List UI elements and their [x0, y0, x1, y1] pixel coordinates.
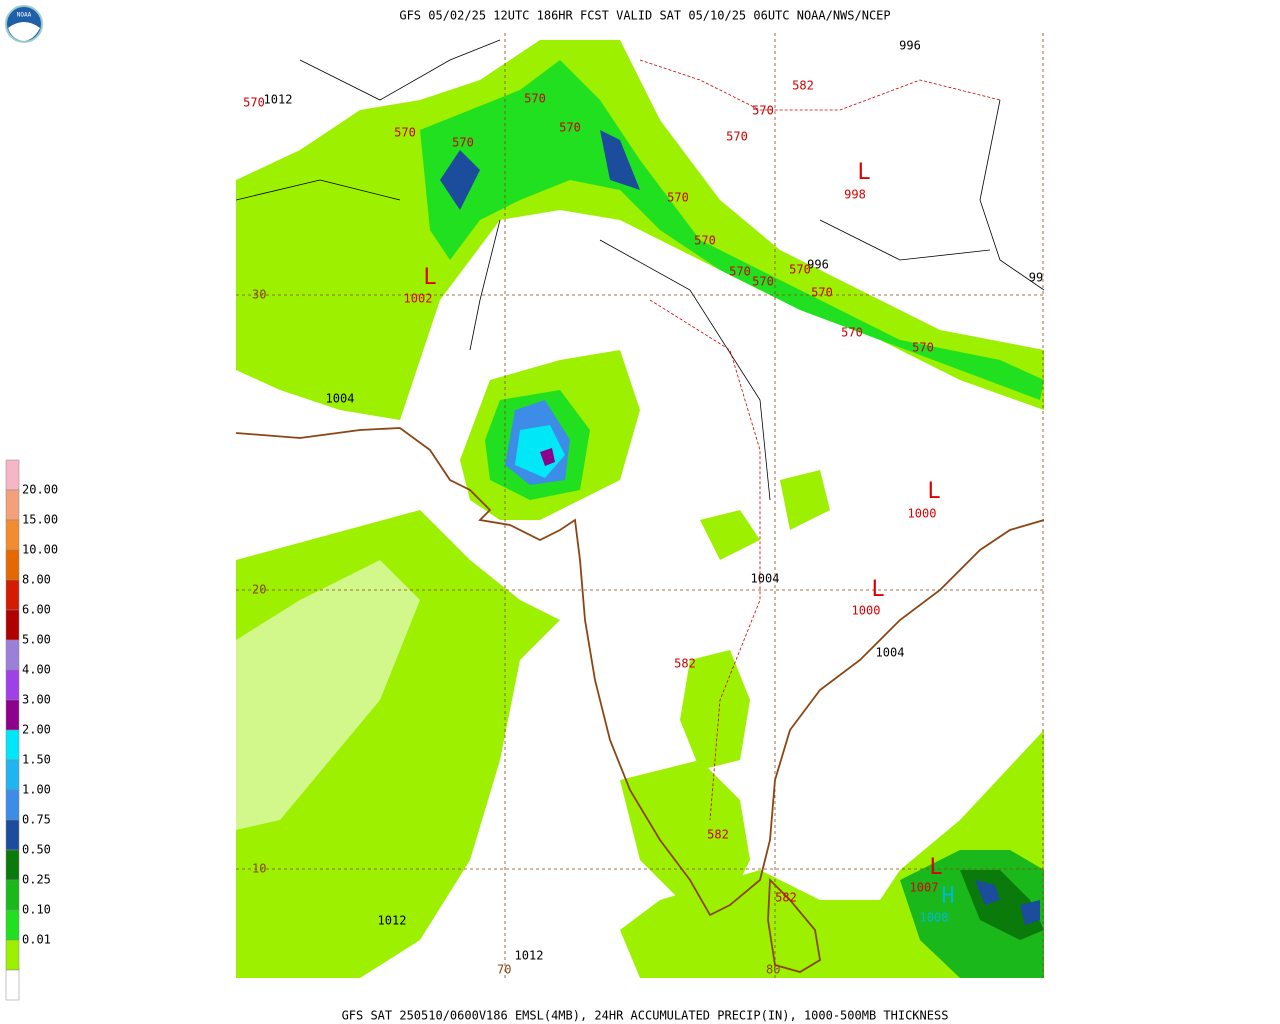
high-center-symbol: H — [941, 884, 954, 909]
legend-swatch — [5, 879, 20, 911]
legend-label: 4.00 — [22, 663, 51, 677]
thickness-label: 570 — [667, 191, 689, 205]
thickness-label: 582 — [775, 891, 797, 905]
thickness-label: 570 — [841, 326, 863, 340]
latitude-label: 20 — [252, 583, 266, 597]
pressure-label: 1012 — [264, 93, 293, 107]
legend-label: 6.00 — [22, 603, 51, 617]
legend-label: 0.25 — [22, 873, 51, 887]
sri-lanka-coast — [767, 877, 821, 973]
legend-swatch — [5, 789, 20, 821]
low-center-pressure: 1000 — [852, 604, 881, 618]
legend-swatch — [5, 729, 20, 761]
latitude-label: 10 — [252, 862, 266, 876]
thickness-label: 570 — [729, 265, 751, 279]
thickness-label: 582 — [707, 828, 729, 842]
thickness-label: 570 — [452, 136, 474, 150]
map-frame — [236, 33, 1044, 978]
map-labels: 30 20 10 70 80 1012 996 996 99 1004 1004 1004 1012 10… — [243, 39, 1043, 977]
pressure-label: 1004 — [751, 572, 780, 586]
pressure-label: 1004 — [326, 392, 355, 406]
low-center-symbol: L — [857, 160, 870, 185]
thickness-label: 582 — [674, 657, 696, 671]
legend-swatch — [5, 939, 20, 971]
pressure-label: 996 — [899, 39, 921, 53]
pressure-label: 1012 — [378, 914, 407, 928]
legend-label: 0.01 — [22, 933, 51, 947]
thickness-label: 570 — [811, 286, 833, 300]
longitude-label: 80 — [766, 963, 780, 977]
legend-swatch — [5, 609, 20, 641]
thickness-label: 570 — [789, 263, 811, 277]
precip-areas — [236, 40, 1044, 978]
low-center-pressure: 1002 — [404, 292, 433, 306]
legend-label: 8.00 — [22, 573, 51, 587]
precip-legend: 20.00 15.00 10.00 8.00 6.00 5.00 4.00 3.00 2.00 1… — [5, 459, 58, 1001]
thickness-label: 570 — [524, 92, 546, 106]
map-title: GFS 05/02/25 12UTC 186HR FCST VALID SAT … — [399, 9, 890, 23]
legend-swatch — [5, 579, 20, 611]
low-center-pressure: 1007 — [910, 881, 939, 895]
thickness-label: 570 — [726, 130, 748, 144]
thickness-label: 570 — [752, 104, 774, 118]
thickness-contours — [639, 59, 1001, 821]
legend-label: 1.00 — [22, 783, 51, 797]
legend-label: 0.10 — [22, 903, 51, 917]
legend-swatch — [5, 699, 20, 731]
legend-label: 0.75 — [22, 813, 51, 827]
thickness-label: 570 — [394, 126, 416, 140]
thickness-label: 570 — [243, 96, 265, 110]
legend-label: 1.50 — [22, 753, 51, 767]
legend-label: 0.50 — [22, 843, 51, 857]
legend-swatch — [5, 519, 20, 551]
thickness-label: 570 — [694, 234, 716, 248]
high-center-pressure: 1008 — [920, 911, 949, 925]
pressure-label: 1012 — [515, 949, 544, 963]
pressure-isobars — [236, 39, 1044, 501]
low-center-pressure: 998 — [844, 188, 866, 202]
svg-text:NOAA: NOAA — [17, 12, 32, 19]
low-center-symbol: L — [423, 265, 436, 290]
low-center-symbol: L — [871, 577, 884, 602]
longitude-label: 70 — [497, 963, 511, 977]
legend-swatch — [5, 669, 20, 701]
coastline — [236, 427, 1044, 917]
map-caption: GFS SAT 250510/0600V186 EMSL(4MB), 24HR … — [342, 1009, 949, 1023]
legend-label: 3.00 — [22, 693, 51, 707]
legend-swatch — [5, 759, 20, 791]
legend-label: 20.00 — [22, 483, 58, 497]
thickness-label: 570 — [752, 275, 774, 289]
legend-swatch — [5, 849, 20, 881]
legend-swatch — [5, 909, 20, 941]
pressure-label: 1004 — [876, 646, 905, 660]
legend-swatch — [5, 639, 20, 671]
low-center-symbol: L — [929, 855, 942, 880]
pressure-label: 996 — [807, 258, 829, 272]
thickness-label: 582 — [792, 79, 814, 93]
low-center-symbol: L — [927, 479, 940, 504]
legend-swatch — [5, 549, 20, 581]
legend-label: 15.00 — [22, 513, 58, 527]
legend-swatch — [5, 489, 20, 521]
legend-swatch — [5, 969, 20, 1001]
legend-label: 10.00 — [22, 543, 58, 557]
noaa-logo: NOAA — [5, 5, 43, 43]
pressure-label: 99 — [1029, 271, 1043, 285]
legend-swatch — [5, 819, 20, 851]
legend-label: 2.00 — [22, 723, 51, 737]
thickness-label: 570 — [559, 121, 581, 135]
latitude-label: 30 — [252, 288, 266, 302]
legend-label: 5.00 — [22, 633, 51, 647]
thickness-label: 570 — [912, 341, 934, 355]
low-center-pressure: 1000 — [908, 507, 937, 521]
legend-swatch — [5, 459, 20, 491]
